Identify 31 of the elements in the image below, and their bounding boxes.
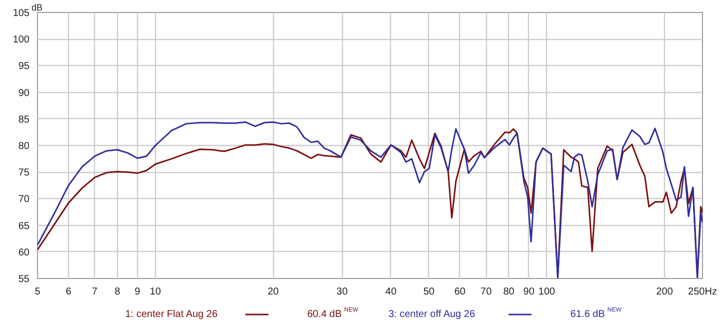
y-tick-label: 90 — [18, 88, 30, 99]
y-tick-label: 65 — [18, 220, 30, 232]
y-tick-label: 100 — [12, 34, 30, 46]
x-tick-label: 70 — [480, 286, 492, 298]
y-tick-label: 105 — [12, 8, 30, 19]
text: 1: center Flat Aug 26 — [125, 309, 218, 320]
text: 3: center off Aug 26 — [388, 309, 476, 320]
y-axis-title: dB — [32, 2, 43, 12]
y-tick-label: 70 — [18, 194, 30, 206]
x-tick-label: 90 — [523, 286, 535, 298]
y-tick-label: 95 — [18, 61, 30, 72]
x-tick-label: 40 — [385, 286, 397, 298]
x-tick-label: 10 — [150, 286, 162, 298]
y-tick-label: 85 — [18, 114, 30, 126]
x-tick-label: 7 — [92, 286, 98, 298]
x-tick-label: 9 — [134, 286, 141, 298]
y-tick-label: 80 — [18, 141, 30, 152]
y-tick-label: 60 — [18, 247, 30, 258]
x-tick-label: 250Hz — [688, 286, 717, 298]
y-tick-label: 55 — [18, 274, 30, 285]
x-tick-label: 30 — [336, 286, 348, 298]
y-tick-label: 75 — [18, 168, 30, 179]
x-tick-label: 6 — [66, 286, 72, 298]
x-tick-label: 8 — [114, 286, 121, 298]
x-tick-label: 5 — [34, 286, 41, 298]
x-tick-label: 100 — [538, 286, 556, 298]
x-tick-label: 60 — [454, 286, 466, 298]
x-tick-label: 80 — [503, 286, 515, 298]
x-tick-label: 200 — [656, 286, 674, 298]
x-tick-label: 20 — [268, 286, 280, 298]
x-tick-label: 50 — [423, 286, 435, 298]
